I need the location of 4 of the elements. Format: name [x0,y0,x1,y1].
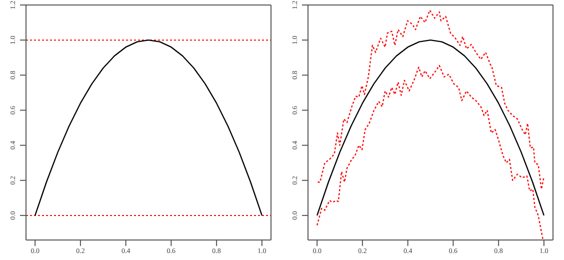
line-series [34,39,263,216]
line-series [316,39,545,216]
line-series [316,64,544,240]
line-series [317,10,545,190]
